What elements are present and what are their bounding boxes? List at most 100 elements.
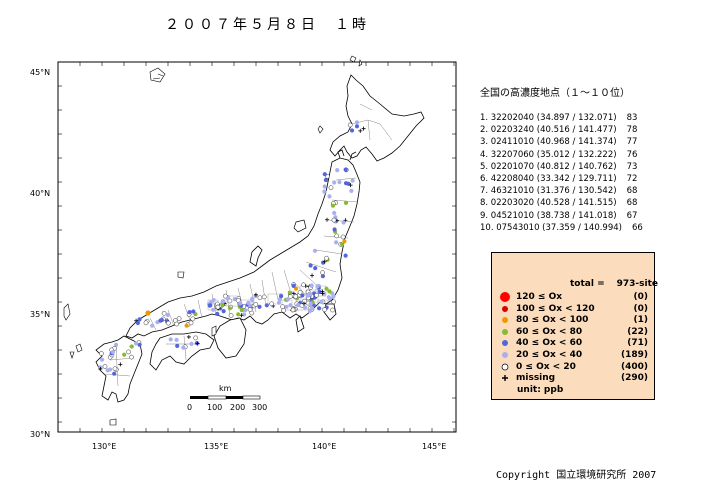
legend-label: 80 ≤ Ox < 100: [516, 315, 589, 326]
okushiri-island: [317, 125, 324, 134]
dot-marker-icon: [502, 340, 508, 347]
scale-tick-300: 300: [252, 403, 267, 412]
ranking-item: 5. 02201070 (40.812 / 140.762) 73: [480, 161, 638, 172]
station-marker: [194, 341, 199, 346]
station-marker: [314, 292, 319, 298]
station-marker: [290, 307, 296, 313]
ranking-item: 3. 02411010 (40.968 / 141.374) 77: [480, 137, 638, 148]
dot-marker-icon: [501, 363, 509, 370]
station-marker: [293, 286, 299, 291]
legend-row: missing (290): [498, 372, 648, 384]
sea-islands: [149, 67, 166, 83]
station-marker: [99, 351, 104, 356]
dot-marker-icon: [502, 317, 508, 324]
ranking-item: 10. 07543010 (37.359 / 140.994) 66: [480, 222, 643, 233]
lat-label-45: 45°N: [30, 68, 50, 77]
station-marker: [112, 366, 118, 372]
station-marker: [342, 239, 347, 244]
station-marker: [189, 341, 194, 346]
station-marker: [302, 305, 308, 310]
station-marker: [102, 364, 108, 369]
station-marker: [242, 312, 247, 317]
station-marker: [165, 312, 170, 318]
station-marker: [324, 255, 329, 261]
legend-total: total = 973-site: [570, 279, 658, 289]
station-marker: [161, 310, 167, 316]
station-marker: [181, 345, 186, 350]
noto-peninsula: [249, 245, 263, 267]
missing-station-marker: [118, 362, 123, 367]
station-marker: [350, 178, 355, 183]
station-marker: [112, 371, 117, 376]
station-marker: [312, 248, 318, 253]
station-marker: [247, 307, 253, 312]
legend-count: (189): [620, 350, 648, 360]
station-marker: [334, 233, 340, 239]
station-marker: [221, 309, 226, 314]
legend-count: (0): [633, 303, 649, 314]
station-marker: [143, 320, 149, 326]
station-marker: [211, 297, 216, 303]
station-marker: [129, 354, 134, 360]
station-marker: [330, 307, 335, 313]
dot-marker-icon: [502, 352, 508, 358]
station-marker: [211, 307, 216, 312]
station-marker: [322, 307, 327, 312]
station-marker: [343, 253, 348, 258]
station-marker: [293, 294, 299, 299]
page-title: ２００７年５月８日 １時: [165, 17, 369, 33]
legend-count: (290): [620, 373, 648, 384]
station-marker: [257, 304, 262, 309]
station-marker: [332, 210, 337, 216]
station-marker: [215, 311, 220, 316]
scale-bar: km 0 100 200 300: [187, 384, 267, 412]
dot-marker-icon: [502, 328, 508, 335]
station-marker: [269, 301, 275, 307]
station-marker: [168, 337, 173, 342]
station-marker: [322, 184, 327, 189]
station-marker: [284, 304, 289, 309]
missing-station-marker: [310, 273, 315, 278]
tsugaru-peninsulas: [337, 149, 357, 161]
ranking-item: 2. 02203240 (40.516 / 141.477) 78: [480, 125, 638, 136]
station-marker: [308, 263, 313, 268]
lon-label-130: 130°E: [92, 442, 116, 451]
missing-station-marker: [253, 292, 258, 297]
station-marker: [248, 303, 253, 308]
station-marker: [343, 200, 349, 205]
station-marker: [129, 344, 134, 349]
scale-unit: km: [219, 384, 232, 393]
scale-tick-200: 200: [230, 403, 245, 412]
station-marker: [285, 297, 290, 302]
station-marker: [354, 124, 360, 129]
lon-label-145: 145°E: [422, 442, 446, 451]
rebun-rishiri: [349, 55, 363, 67]
plus-marker-icon: [502, 375, 508, 382]
station-marker: [320, 274, 325, 279]
station-marker: [188, 320, 194, 326]
legend-label: 20 ≤ Ox < 40: [516, 350, 583, 360]
kii-peninsula: [213, 317, 247, 359]
station-marker: [335, 168, 340, 173]
scale-tick-0: 0: [187, 403, 192, 412]
copyright-text: Copyright 国立環境研究所 2007: [496, 470, 657, 481]
ranking-item: 6. 42208040 (33.342 / 129.711) 72: [480, 173, 638, 184]
goto-islands: [69, 343, 83, 359]
station-marker: [337, 180, 342, 185]
station-marker: [243, 308, 248, 313]
station-marker: [331, 217, 337, 223]
lat-label-35: 35°N: [30, 310, 50, 319]
station-marker: [323, 177, 328, 183]
legend-count: (0): [633, 292, 649, 302]
station-marker: [354, 120, 360, 125]
legend-label: 120 ≤ Ox: [516, 292, 563, 302]
legend-row: 40 ≤ Ox < 60 (71): [498, 337, 648, 349]
station-marker: [315, 284, 320, 289]
lon-label-140: 140°E: [312, 442, 336, 451]
station-marker: [330, 203, 336, 208]
station-marker: [287, 290, 292, 295]
station-marker: [300, 293, 305, 298]
station-marker: [347, 122, 353, 128]
station-marker: [308, 301, 313, 307]
missing-station-marker: [325, 217, 330, 222]
